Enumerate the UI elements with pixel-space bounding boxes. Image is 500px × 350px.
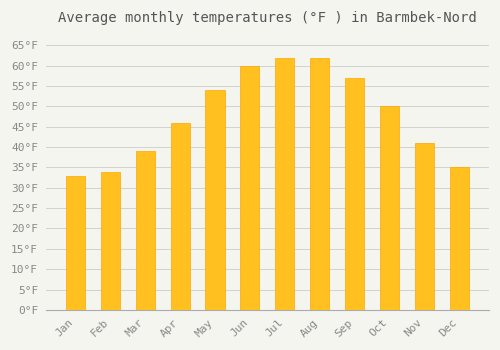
Bar bbox=[240, 66, 260, 310]
Bar bbox=[275, 58, 294, 310]
Bar bbox=[450, 167, 468, 310]
Bar bbox=[66, 176, 85, 310]
Bar bbox=[414, 143, 434, 310]
Bar bbox=[345, 78, 364, 310]
Bar bbox=[170, 123, 190, 310]
Bar bbox=[380, 106, 399, 310]
Bar bbox=[310, 58, 329, 310]
Title: Average monthly temperatures (°F ) in Barmbek-Nord: Average monthly temperatures (°F ) in Ba… bbox=[58, 11, 476, 25]
Bar bbox=[206, 90, 225, 310]
Bar bbox=[136, 151, 155, 310]
Bar bbox=[101, 172, 120, 310]
